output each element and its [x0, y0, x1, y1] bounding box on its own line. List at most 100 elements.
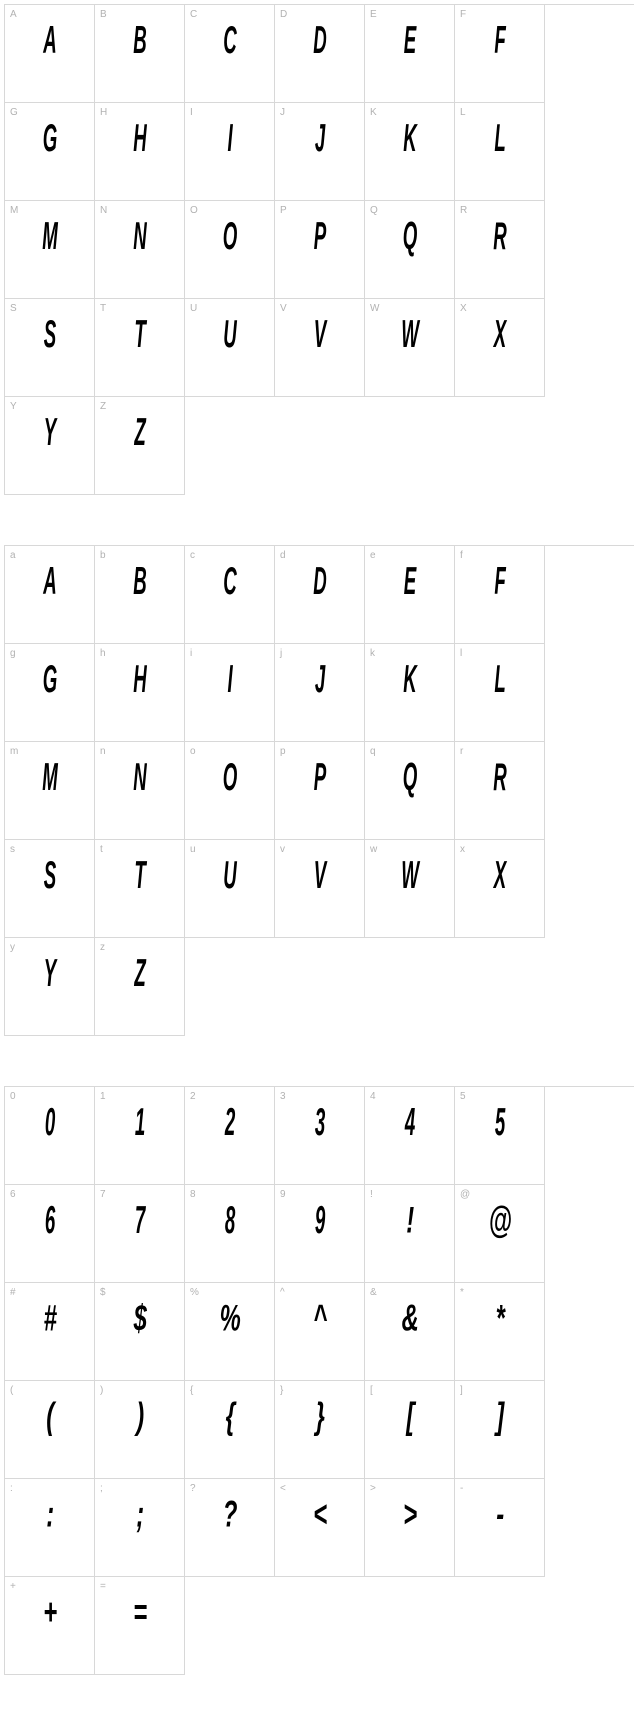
glyph-label: 7: [100, 1189, 106, 1200]
glyph-label: O: [190, 205, 198, 216]
glyph-display: T: [115, 308, 164, 354]
glyph-cell: $$: [95, 1283, 185, 1381]
glyph-display: K: [385, 653, 434, 699]
glyph-display: T: [115, 849, 164, 895]
glyph-label: u: [190, 844, 196, 855]
glyph-display: A: [25, 555, 74, 601]
glyph-display: O: [205, 751, 254, 797]
glyph-label: H: [100, 107, 107, 118]
glyph-display: 5: [475, 1096, 524, 1142]
glyph-display: Q: [385, 210, 434, 256]
glyph-display: O: [205, 210, 254, 256]
glyph-display: }: [288, 1391, 350, 1435]
glyph-display: #: [18, 1293, 80, 1337]
glyph-label: *: [460, 1287, 464, 1298]
glyph-cell: EE: [365, 5, 455, 103]
glyph-label: t: [100, 844, 103, 855]
glyph-display: >: [378, 1489, 440, 1533]
glyph-cell: GG: [5, 103, 95, 201]
glyph-cell: zZ: [95, 938, 185, 1036]
glyph-cell: AA: [5, 5, 95, 103]
glyph-cell: mM: [5, 742, 95, 840]
glyph-cell: nN: [95, 742, 185, 840]
glyph-label: ): [100, 1385, 103, 1396]
glyph-display: 7: [115, 1194, 164, 1240]
glyph-label: s: [10, 844, 15, 855]
glyph-label: C: [190, 9, 197, 20]
glyph-label: U: [190, 303, 197, 314]
glyph-display: ?: [198, 1489, 260, 1533]
glyph-cell: ==: [95, 1577, 185, 1675]
glyph-display: P: [295, 751, 344, 797]
glyph-cell: xX: [455, 840, 545, 938]
glyph-display: E: [385, 14, 434, 60]
glyph-cell: &&: [365, 1283, 455, 1381]
glyph-label: o: [190, 746, 196, 757]
glyph-label: =: [100, 1581, 106, 1592]
glyph-display: C: [205, 555, 254, 601]
glyph-cell: aA: [5, 546, 95, 644]
glyph-label: z: [100, 942, 105, 953]
glyph-display: U: [205, 308, 254, 354]
glyph-label: +: [10, 1581, 16, 1592]
glyph-cell: <<: [275, 1479, 365, 1577]
glyph-cell: --: [455, 1479, 545, 1577]
glyph-cell: WW: [365, 299, 455, 397]
glyph-label: {: [190, 1385, 193, 1396]
glyph-label: a: [10, 550, 16, 561]
glyph-cell: FF: [455, 5, 545, 103]
glyph-display: M: [25, 210, 74, 256]
glyph-display: J: [295, 653, 344, 699]
glyph-display: C: [205, 14, 254, 60]
glyph-cell: 55: [455, 1087, 545, 1185]
glyph-display: @: [468, 1195, 530, 1239]
glyph-cell: ??: [185, 1479, 275, 1577]
glyph-cell: ;;: [95, 1479, 185, 1577]
glyph-cell: ::: [5, 1479, 95, 1577]
glyph-label: F: [460, 9, 466, 20]
glyph-label: 1: [100, 1091, 106, 1102]
glyph-cell: qQ: [365, 742, 455, 840]
glyph-cell: PP: [275, 201, 365, 299]
glyph-cell: OO: [185, 201, 275, 299]
glyph-cell: yY: [5, 938, 95, 1036]
glyph-display: ;: [108, 1489, 170, 1533]
glyph-label: <: [280, 1483, 286, 1494]
glyph-cell: MM: [5, 201, 95, 299]
glyph-cell: DD: [275, 5, 365, 103]
glyph-label: x: [460, 844, 465, 855]
glyph-label: R: [460, 205, 467, 216]
glyph-label: ^: [280, 1287, 285, 1298]
glyph-label: :: [10, 1483, 13, 1494]
glyph-display: ): [108, 1391, 170, 1435]
glyph-label: i: [190, 648, 192, 659]
glyph-display: Y: [25, 947, 74, 993]
glyph-cell: ]]: [455, 1381, 545, 1479]
glyph-cell: HH: [95, 103, 185, 201]
glyph-label: X: [460, 303, 467, 314]
glyph-cell: ^^: [275, 1283, 365, 1381]
glyph-cell: uU: [185, 840, 275, 938]
glyph-cell: 11: [95, 1087, 185, 1185]
glyph-label: 6: [10, 1189, 16, 1200]
glyph-display: S: [25, 849, 74, 895]
glyph-cell: rR: [455, 742, 545, 840]
glyph-label: ]: [460, 1385, 463, 1396]
glyph-display: %: [198, 1293, 260, 1337]
glyph-cell: dD: [275, 546, 365, 644]
glyph-label: 2: [190, 1091, 196, 1102]
glyph-label: 9: [280, 1189, 286, 1200]
glyph-cell: YY: [5, 397, 95, 495]
glyph-display: -: [468, 1489, 530, 1533]
glyph-cell: RR: [455, 201, 545, 299]
glyph-display: R: [475, 751, 524, 797]
glyph-cell: iI: [185, 644, 275, 742]
glyph-label: T: [100, 303, 106, 314]
glyph-cell: %%: [185, 1283, 275, 1381]
glyph-label: D: [280, 9, 287, 20]
glyph-display: Q: [385, 751, 434, 797]
glyph-cell: 99: [275, 1185, 365, 1283]
glyph-cell: lL: [455, 644, 545, 742]
glyph-cell: ((: [5, 1381, 95, 1479]
glyph-cell: >>: [365, 1479, 455, 1577]
